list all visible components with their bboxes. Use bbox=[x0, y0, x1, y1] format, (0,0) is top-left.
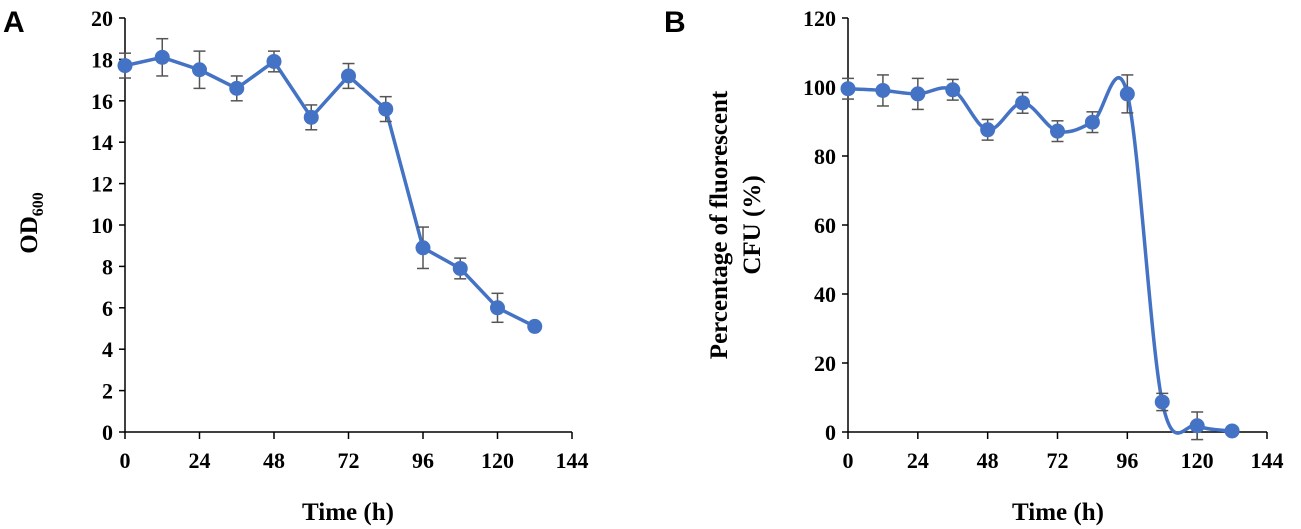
b-data-point bbox=[875, 82, 891, 98]
a-y-tick-label: 2 bbox=[102, 379, 113, 404]
b-data-point bbox=[1119, 86, 1135, 102]
b-data-point bbox=[910, 86, 926, 102]
b-data-point bbox=[1154, 394, 1170, 410]
panel-b-label: B bbox=[664, 6, 686, 39]
a-y-tick-label: 10 bbox=[91, 213, 113, 238]
b-data-point bbox=[1050, 123, 1065, 139]
a-data-point bbox=[341, 68, 356, 84]
panel-b-y-axis-title-line1: Percentage of fluorescent bbox=[706, 90, 733, 359]
panel-a-y-axis-title-main: OD bbox=[16, 216, 43, 254]
a-data-point bbox=[527, 318, 543, 334]
b-series-line bbox=[847, 76, 1233, 435]
b-y-tick-label: 60 bbox=[814, 213, 836, 238]
panel-a-y-axis-title-sub: 600 bbox=[30, 192, 47, 216]
a-y-tick-label: 4 bbox=[102, 337, 113, 362]
b-x-tick-label: 144 bbox=[1251, 448, 1284, 473]
a-series-line bbox=[124, 55, 536, 328]
panel-a-label: A bbox=[3, 6, 25, 39]
a-y-tick-label: 20 bbox=[91, 6, 113, 31]
b-x-tick-label: 48 bbox=[977, 448, 999, 473]
b-data-point bbox=[1224, 423, 1240, 439]
a-x-tick-label: 72 bbox=[338, 448, 360, 473]
b-y-tick-label: 20 bbox=[814, 351, 836, 376]
a-x-tick-label: 144 bbox=[556, 448, 589, 473]
a-data-point bbox=[117, 58, 133, 74]
a-x-tick-label: 48 bbox=[263, 448, 285, 473]
b-data-point bbox=[1084, 114, 1100, 130]
a-y-tick-label: 8 bbox=[102, 254, 113, 279]
a-data-point bbox=[415, 240, 431, 256]
b-y-tick-label: 100 bbox=[803, 75, 836, 100]
b-x-tick-label: 120 bbox=[1181, 448, 1214, 473]
a-y-tick-label: 16 bbox=[91, 89, 113, 114]
a-data-point bbox=[452, 260, 468, 276]
b-data-point bbox=[1189, 418, 1205, 434]
a-x-tick-label: 24 bbox=[189, 448, 211, 473]
a-y-tick-label: 18 bbox=[91, 47, 113, 72]
panel-a-x-axis-title: Time (h) bbox=[302, 499, 394, 526]
a-data-point bbox=[192, 62, 207, 78]
a-y-tick-label: 14 bbox=[91, 130, 113, 155]
a-data-point bbox=[266, 53, 282, 69]
b-data-point bbox=[945, 82, 961, 98]
a-y-tick-label: 6 bbox=[102, 296, 113, 321]
b-x-tick-label: 24 bbox=[907, 448, 929, 473]
panel-b-x-axis-title: Time (h) bbox=[1012, 499, 1104, 526]
b-x-tick-label: 0 bbox=[843, 448, 854, 473]
a-data-point bbox=[303, 109, 319, 125]
b-y-tick-label: 40 bbox=[814, 282, 836, 307]
b-x-tick-label: 96 bbox=[1116, 448, 1138, 473]
a-x-tick-label: 120 bbox=[481, 448, 514, 473]
panel-b-y-axis-title-line2: CFU (%) bbox=[739, 175, 766, 274]
a-y-tick-label: 0 bbox=[102, 420, 113, 445]
b-y-tick-label: 80 bbox=[814, 144, 836, 169]
a-data-point bbox=[490, 300, 505, 316]
a-data-point bbox=[154, 49, 170, 65]
a-y-tick-label: 12 bbox=[91, 172, 113, 197]
a-data-point bbox=[378, 101, 394, 117]
b-data-point bbox=[840, 81, 856, 97]
a-x-tick-label: 0 bbox=[120, 448, 131, 473]
b-data-point bbox=[980, 122, 996, 138]
b-y-tick-label: 0 bbox=[825, 420, 836, 445]
a-data-point bbox=[229, 80, 245, 96]
a-x-tick-label: 96 bbox=[412, 448, 434, 473]
b-data-point bbox=[1015, 95, 1031, 111]
panel-a-y-axis-title: OD600 bbox=[16, 192, 47, 254]
b-y-tick-label: 120 bbox=[803, 6, 836, 31]
b-x-tick-label: 72 bbox=[1047, 448, 1069, 473]
